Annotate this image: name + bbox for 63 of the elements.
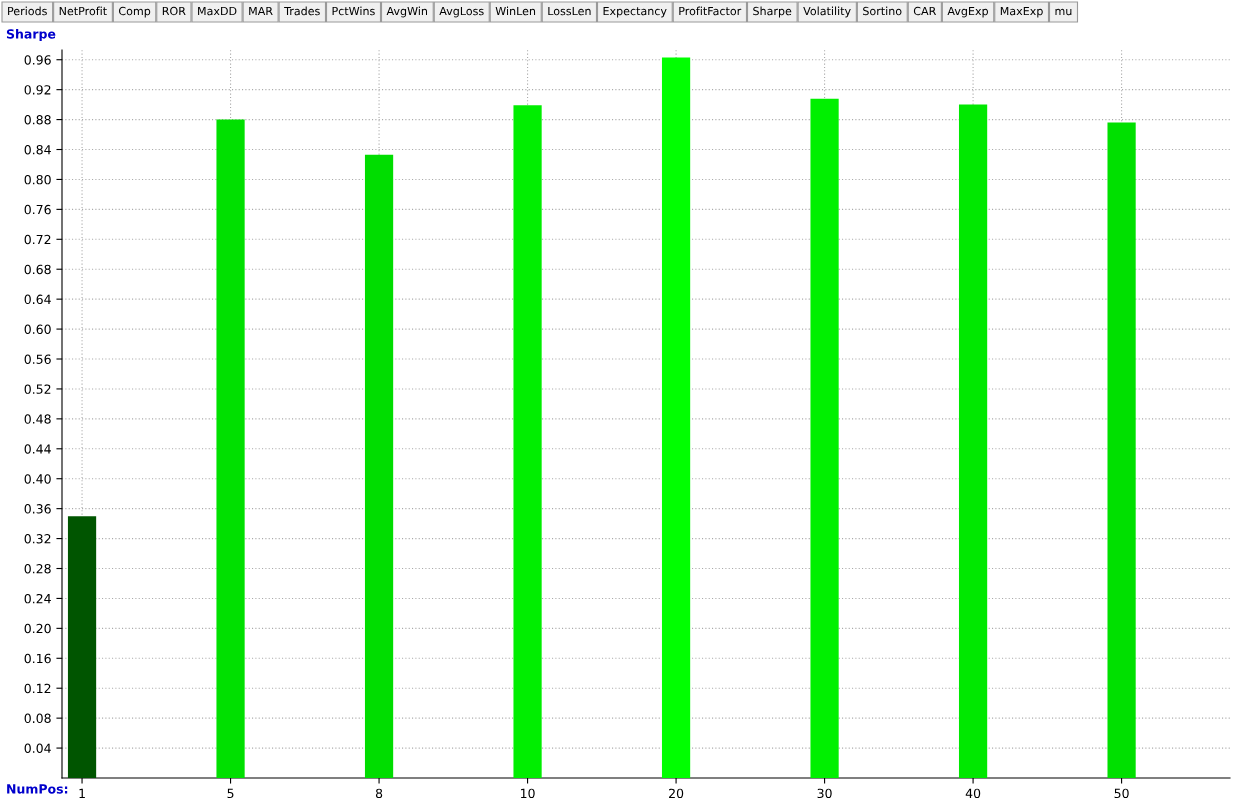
y-tick-label: 0.24: [24, 593, 51, 604]
y-tick-label: 0.88: [24, 115, 51, 125]
bar: [1107, 122, 1136, 778]
text: MaxDD: [198, 6, 237, 16]
y-tick-label: 0.56: [24, 354, 51, 364]
y-tick-label: 0.96: [24, 55, 51, 65]
x-tick-label: 1: [79, 788, 85, 798]
y-tick-label: 0.72: [24, 234, 51, 245]
text: ROR: [162, 6, 186, 16]
y-tick-label: 0.68: [24, 264, 51, 275]
y-tick-label: 0.36: [24, 504, 51, 514]
y-tick-label: 0.60: [24, 324, 51, 335]
x-tick-label: 8: [375, 788, 383, 799]
text: AvgLoss: [439, 6, 484, 18]
y-tick-label: 0.16: [24, 653, 51, 664]
text: Sharpe: [753, 6, 792, 18]
text: WinLen: [495, 6, 536, 16]
text: mu: [1055, 8, 1072, 16]
text: AvgExp: [947, 6, 988, 18]
y-tick-label: 0.04: [24, 743, 51, 753]
bar: [67, 516, 97, 778]
y-tick-label: 0.92: [24, 85, 51, 95]
text: MaxExp: [1000, 6, 1043, 18]
y-tick-label: 0.84: [24, 144, 51, 155]
y-tick-label: 0.20: [24, 623, 51, 634]
text: Trades: [284, 6, 320, 16]
text: PctWins: [332, 6, 375, 16]
x-tick-label: 10: [520, 788, 535, 799]
x-tick-label: 30: [817, 788, 832, 799]
text: Periods: [8, 6, 47, 16]
x-tick-label: 20: [669, 788, 684, 799]
y-tick-label: 0.64: [24, 294, 51, 305]
y-tick-label: 0.28: [24, 563, 51, 574]
bar: [216, 119, 245, 778]
text: Sortino: [863, 6, 902, 16]
text: Expectancy: [603, 6, 667, 18]
x-axis-title: NumPos:: [7, 784, 68, 794]
y-tick-label: 0.44: [24, 444, 51, 454]
text: Volatility: [803, 6, 851, 18]
x-tick-label: 50: [1114, 788, 1129, 799]
y-tick-label: 0.52: [24, 384, 51, 394]
y-tick-label: 0.40: [24, 474, 51, 484]
text: MAR: [249, 6, 273, 16]
text: AvgWin: [386, 6, 427, 18]
y-tick-label: 0.48: [24, 414, 51, 424]
y-tick-label: 0.32: [24, 534, 51, 544]
text: NetProfit: [59, 6, 107, 16]
text: Comp: [119, 6, 151, 18]
y-tick-label: 0.80: [24, 174, 51, 185]
y-axis-title: Sharpe: [6, 28, 56, 42]
y-tick-label: 0.08: [24, 713, 51, 724]
text: ProfitFactor: [679, 6, 742, 16]
y-tick-label: 0.12: [24, 683, 51, 694]
y-tick-label: 0.76: [24, 204, 51, 215]
bar: [661, 57, 691, 778]
bar: [513, 105, 542, 778]
bar: [364, 154, 394, 778]
text: CAR: [913, 6, 937, 16]
x-tick-label: 40: [965, 788, 981, 799]
text: LossLen: [548, 6, 591, 16]
x-tick-label: 5: [227, 788, 234, 799]
bar: [810, 98, 839, 778]
bar: [958, 104, 988, 778]
